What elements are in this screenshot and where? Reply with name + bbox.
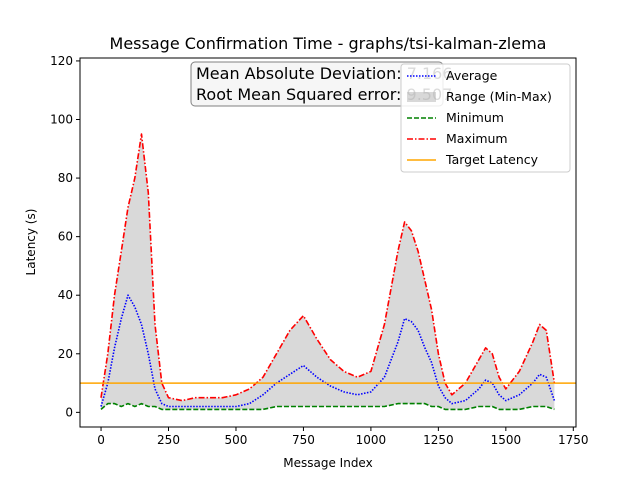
x-tick-label: 1000 [356,433,387,447]
y-tick-label: 80 [58,171,73,185]
plot-marks [80,133,576,411]
legend-label-target-latency: Target Latency [445,152,539,167]
annotation-mad: Mean Absolute Deviation: 7.166 [196,64,453,83]
annotation-rmse: Root Mean Squared error: 9.507 [196,85,452,104]
x-tick-label: 1250 [423,433,454,447]
y-ticks: 0 20 40 60 80 100 120 [50,54,80,419]
x-tick-label: 1500 [491,433,522,447]
legend-label-maximum: Maximum [446,131,508,146]
x-ticks: 0 250 500 750 1000 1250 1500 1750 [97,427,589,447]
series-average-line [100,294,556,408]
legend-label-range-min-max: Range (Min-Max) [446,89,552,104]
chart-title: Message Confirmation Time - graphs/tsi-k… [110,34,547,53]
x-tick-label: 250 [157,433,180,447]
y-tick-label: 120 [50,54,73,68]
x-tick-label: 0 [97,433,105,447]
series-minimum-line [100,402,555,411]
y-tick-label: 0 [65,405,73,419]
range-fill [101,134,555,410]
legend-label-minimum: Minimum [446,110,504,125]
legend-swatch-range-min-max [407,92,436,102]
x-axis-label: Message Index [283,456,372,470]
x-tick-label: 500 [225,433,248,447]
y-axis-label: Latency (s) [24,209,38,276]
x-tick-label: 1750 [558,433,589,447]
x-tick-label: 750 [292,433,315,447]
y-tick-label: 100 [50,113,73,127]
y-tick-label: 40 [58,288,73,302]
legend-frame [400,63,571,173]
y-tick-label: 20 [58,347,73,361]
plot-frame [79,57,577,428]
y-tick-label: 60 [58,230,73,244]
legend: Average Range (Min-Max) Minimum Maximum Targ… [400,63,571,173]
legend-label-average: Average [446,68,498,83]
